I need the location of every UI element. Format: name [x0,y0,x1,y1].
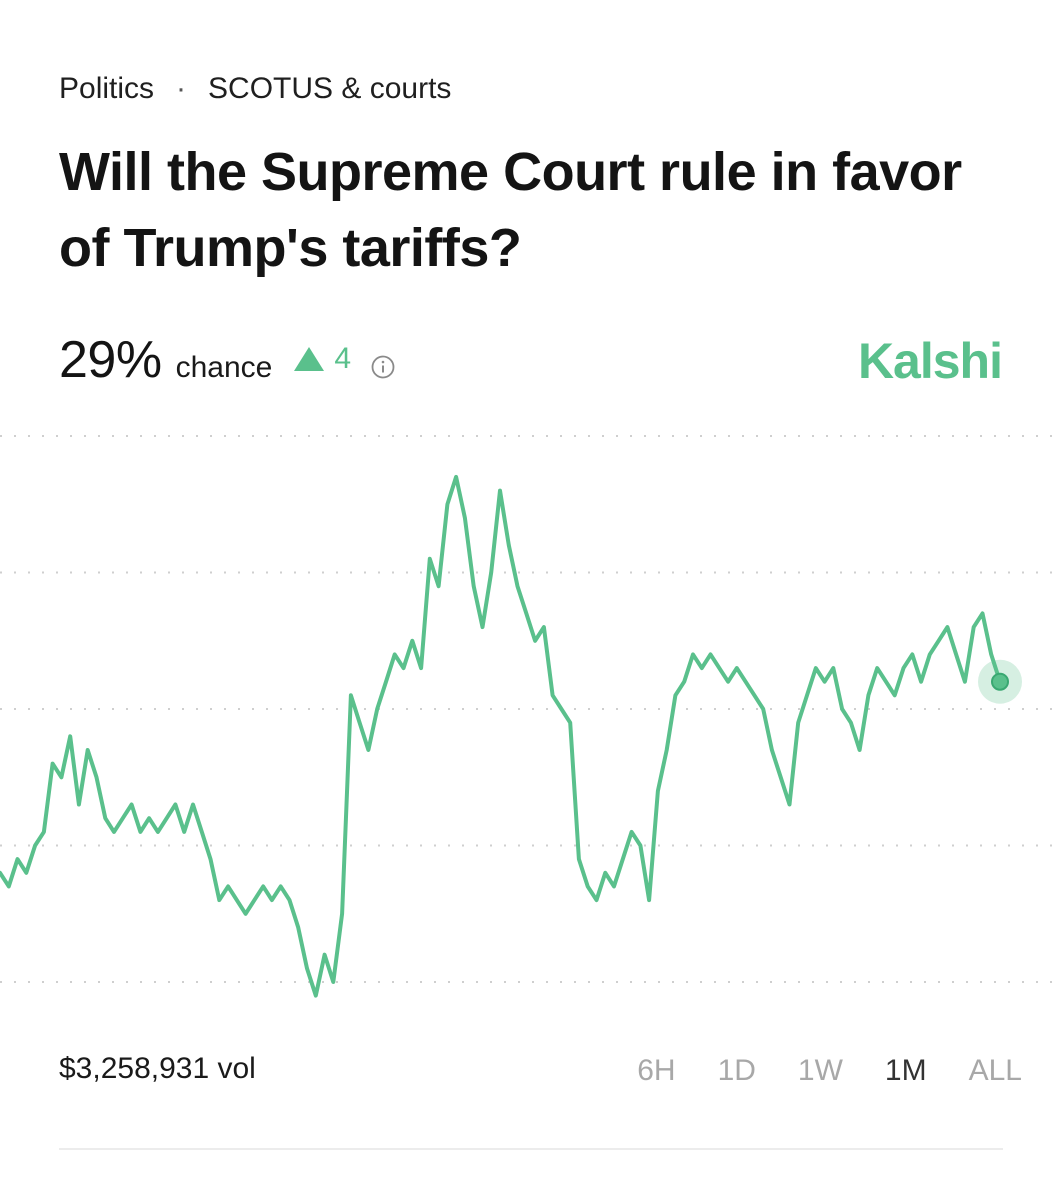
range-1m-button[interactable]: 1M [884,1054,927,1087]
range-1d-button[interactable]: 1D [717,1054,756,1087]
breadcrumb: Politics · SCOTUS & courts [59,72,451,106]
time-range-selector: 6H 1D 1W 1M ALL [595,1054,1022,1088]
chance-delta: 4 [294,342,351,376]
chance-value: 29% [59,331,162,389]
range-all-button[interactable]: ALL [968,1054,1022,1087]
chance-series-line [0,474,1002,998]
range-6h-button[interactable]: 6H [637,1054,676,1087]
kalshi-logo[interactable]: Kalshi [857,333,1003,389]
delta-value: 4 [334,342,352,375]
chance-label: chance [175,351,273,384]
info-icon[interactable] [371,355,395,379]
range-1w-button[interactable]: 1W [797,1054,843,1087]
breadcrumb-category[interactable]: Politics [59,72,155,105]
volume-label: $3,258,931 vol [59,1052,256,1085]
price-chart[interactable] [0,420,1062,1020]
current-point-marker [991,672,1009,691]
chance-summary: 29% chance 4 [59,330,395,390]
breadcrumb-subcategory[interactable]: SCOTUS & courts [208,72,452,105]
divider [59,1148,1003,1150]
up-triangle-icon [294,347,325,371]
market-title: Will the Supreme Court rule in favor of … [59,142,962,278]
breadcrumb-separator: · [176,72,187,105]
